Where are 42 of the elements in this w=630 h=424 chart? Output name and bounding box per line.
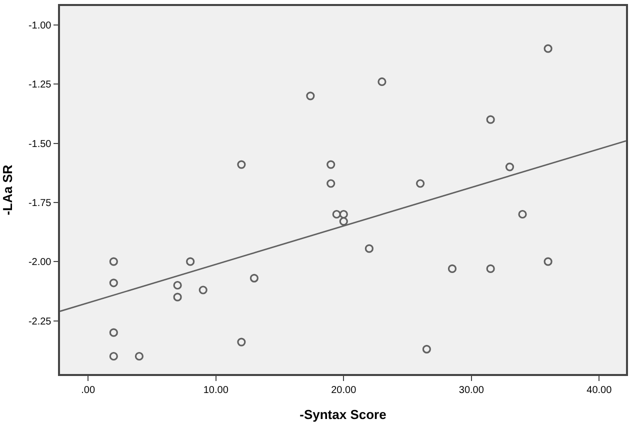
point <box>306 92 315 100</box>
y-tick-label: -2.25 <box>28 316 52 328</box>
point <box>198 286 208 294</box>
point <box>109 328 118 337</box>
point <box>505 162 514 172</box>
point <box>250 274 258 282</box>
x-tick-label: 20.00 <box>331 384 357 396</box>
point <box>173 280 182 290</box>
point <box>326 160 336 169</box>
point <box>486 264 495 273</box>
point <box>186 257 195 266</box>
y-tick-label: -2.00 <box>28 257 52 268</box>
x-tick-label: 40.00 <box>586 384 612 396</box>
point <box>416 179 425 188</box>
x-tick-label: 30.00 <box>458 384 484 396</box>
point <box>326 179 336 188</box>
y-tick-label: -1.50 <box>28 138 52 150</box>
point <box>364 244 374 253</box>
y-axis-title: -LAa SR <box>0 164 15 216</box>
point <box>332 210 341 219</box>
point <box>237 160 246 169</box>
x-tick-label: 10.00 <box>203 384 229 396</box>
point <box>339 210 348 219</box>
x-axis-title: -Syntax Score <box>300 406 386 422</box>
point <box>109 278 118 288</box>
point <box>109 257 118 266</box>
point <box>422 344 431 354</box>
y-tick-label: -1.75 <box>28 198 52 209</box>
point <box>339 217 348 226</box>
point <box>134 352 144 361</box>
point <box>518 210 527 219</box>
point <box>448 264 457 273</box>
x-tick-label: .00 <box>81 384 96 396</box>
point <box>544 44 552 53</box>
point <box>237 338 246 346</box>
point <box>378 77 386 86</box>
point <box>173 292 182 302</box>
y-tick-label: -1.25 <box>28 80 52 91</box>
point <box>544 257 552 266</box>
y-tick-label: -1.00 <box>28 20 52 32</box>
point <box>486 115 495 124</box>
point <box>109 352 118 361</box>
